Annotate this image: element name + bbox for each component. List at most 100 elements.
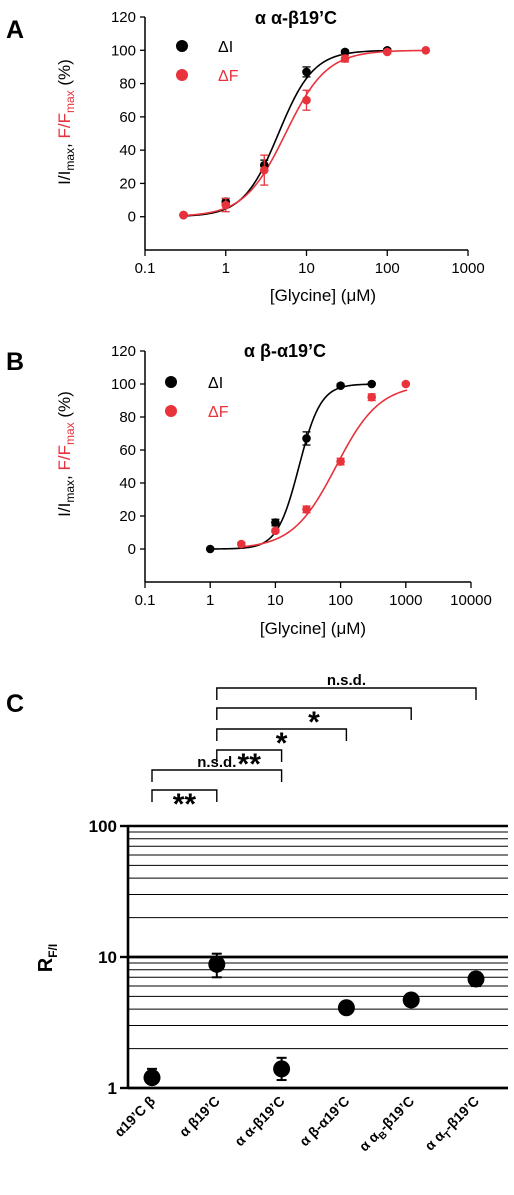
x-ticks-b: 0.1 1 10 100 1000 10000 [135, 582, 492, 609]
data-point-df [259, 165, 269, 175]
significance-brackets: **n.s.d. ****n.s.d. [151, 672, 477, 821]
y-tick-label: 60 [119, 109, 136, 126]
data-point-df [302, 505, 311, 514]
data-point [273, 1060, 291, 1078]
y-tick-label: 10 [98, 948, 117, 967]
legend-label-di-a: ΔI [218, 39, 233, 56]
data-point [467, 970, 485, 988]
data-points-c [143, 952, 485, 1087]
data-point-df [302, 95, 311, 105]
data-point-df [421, 45, 431, 55]
grid-c [128, 824, 508, 1090]
x-tick-label: 100 [328, 592, 353, 609]
y-tick-label: 20 [119, 175, 136, 192]
data-point-df [336, 457, 345, 466]
panel-letter-a: A [6, 16, 24, 44]
fit-curve-df [239, 389, 408, 548]
significance-label: ** [173, 788, 197, 821]
data-point-df [401, 379, 411, 389]
data-point-df [271, 526, 280, 536]
x-tick-label: 0.1 [135, 260, 156, 277]
significance-label: * [308, 706, 320, 739]
fit-curve-di [208, 383, 374, 550]
category-text: α β19’C [176, 1093, 223, 1140]
y-tick-label: 0 [128, 209, 136, 226]
legend-b: ΔI ΔF [165, 375, 229, 421]
category-text: α β-α19’C [296, 1093, 352, 1149]
legend-label-df-b: ΔF [208, 404, 229, 421]
y-tick-label: 80 [119, 76, 136, 93]
y-tick-label: 40 [119, 475, 136, 492]
data-point-df [340, 54, 350, 63]
panel-letter-b: B [6, 348, 24, 376]
legend-marker-df-b [165, 405, 177, 417]
data-point-di [302, 434, 311, 443]
y-axis-title-c: RF/I [35, 944, 60, 972]
panel-letter-c: C [6, 690, 24, 718]
chart-title-a: α α-β19’C [255, 8, 337, 28]
axes-b [144, 351, 471, 583]
legend-label-di-b: ΔI [208, 375, 223, 392]
x-tick-label: 10 [298, 260, 315, 277]
data-points-b [205, 379, 411, 554]
significance-bracket [151, 789, 218, 802]
y-tick-label: 0 [128, 541, 136, 558]
panel-b: B 0 20 40 60 80 100 120 0.1 1 10 100 1000 10000 α β… [6, 341, 492, 638]
x-tick-label: 10 [267, 592, 284, 609]
significance-bracket [216, 728, 348, 741]
x-tick-label: 1 [222, 260, 230, 277]
significance-bracket [151, 769, 283, 782]
data-point-df [179, 210, 188, 220]
legend-marker-df-a [176, 69, 188, 81]
y-tick-label: 100 [111, 376, 136, 393]
data-point [402, 991, 420, 1009]
x-tick-label: 10000 [450, 592, 492, 609]
data-point [337, 999, 355, 1017]
significance-bracket [216, 707, 412, 720]
category-text: α19’C β [111, 1092, 158, 1139]
category-tail: -β19’C [441, 1093, 483, 1135]
y-tick-label: 120 [111, 343, 136, 360]
data-point-df [382, 47, 392, 57]
data-points-a [179, 45, 431, 220]
x-tick-label: 1000 [451, 260, 484, 277]
category-label: α αB-β19’C [356, 1093, 420, 1157]
significance-bracket [216, 749, 283, 762]
legend-marker-di-a [176, 40, 188, 52]
fit-curves-b [208, 383, 408, 550]
significance-label: ** [238, 748, 262, 781]
legend-a: ΔI ΔF [176, 39, 239, 85]
data-point [143, 1069, 161, 1087]
data-point-df [367, 392, 377, 402]
y-tick-label: 60 [119, 442, 136, 459]
y-tick-label: 20 [119, 508, 136, 525]
data-point-di [336, 381, 345, 390]
y-axis-title-a: I/Imax, F/Fmax (%) [55, 59, 77, 185]
category-label: α19’C β [111, 1092, 158, 1139]
legend-label-df-a: ΔF [218, 68, 239, 85]
y-ticks-a: 0 20 40 60 80 100 120 [111, 9, 145, 226]
data-point-di [205, 544, 215, 554]
x-tick-label: 0.1 [135, 592, 156, 609]
significance-label: n.s.d. [327, 672, 366, 689]
category-label: α β-α19’C [296, 1093, 352, 1149]
data-point-di [340, 47, 350, 57]
data-point [208, 955, 226, 973]
significance-bracket [216, 687, 477, 700]
x-tick-label: 1 [206, 592, 214, 609]
x-tick-label: 100 [375, 260, 400, 277]
chart-title-b: α β-α19’C [244, 341, 326, 361]
category-tail: -β19’C [376, 1093, 418, 1135]
y-tick-label: 100 [89, 817, 117, 836]
panel-a: A 0 20 40 60 80 100 120 0.1 1 10 100 1000 α α-β19’… [6, 8, 485, 305]
category-label: α β19’C [176, 1093, 223, 1140]
data-point-df [237, 539, 246, 549]
category-text: α α [356, 1128, 383, 1155]
significance-label: n.s.d. [197, 754, 236, 771]
x-axis-title-a: [Glycine] (μM) [270, 286, 376, 305]
y-tick-label: 120 [111, 9, 136, 26]
significance-label: * [276, 727, 288, 760]
y-tick-label: 80 [119, 409, 136, 426]
